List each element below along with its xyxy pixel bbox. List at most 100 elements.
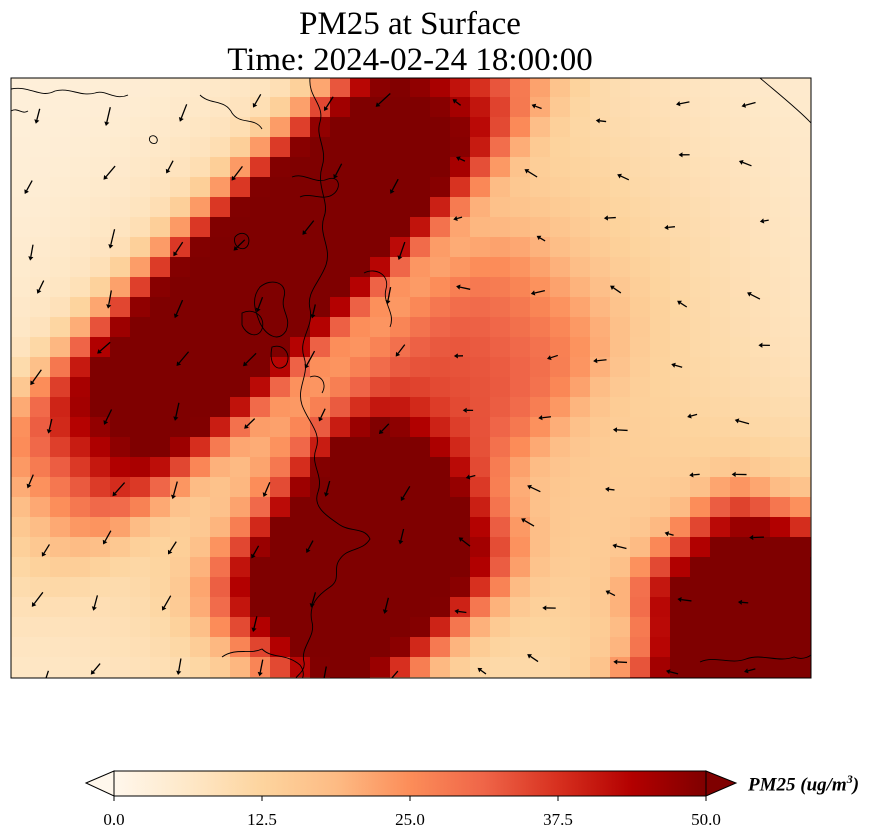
pm25-cell bbox=[710, 577, 731, 598]
pm25-cell bbox=[550, 557, 571, 578]
pm25-cell bbox=[610, 657, 631, 678]
wind-arrow-shaft bbox=[750, 293, 761, 300]
pm25-cell bbox=[670, 78, 691, 98]
pm25-cell bbox=[610, 477, 631, 498]
pm25-cell bbox=[210, 337, 231, 358]
pm25-cell bbox=[270, 617, 291, 638]
pm25-cell bbox=[230, 377, 251, 398]
pm25-cell bbox=[710, 457, 731, 478]
pm25-cell bbox=[110, 297, 131, 318]
pm25-cell bbox=[330, 78, 351, 98]
pm25-cell bbox=[790, 497, 811, 518]
pm25-cell bbox=[450, 397, 471, 418]
pm25-cell bbox=[130, 637, 151, 658]
pm25-cell bbox=[30, 297, 51, 318]
pm25-cell bbox=[770, 357, 791, 378]
pm25-cell bbox=[430, 397, 451, 418]
wind-arrow-head bbox=[454, 608, 459, 615]
pm25-cell bbox=[550, 137, 571, 158]
pm25-cell bbox=[370, 357, 391, 378]
pm25-cell bbox=[430, 437, 451, 458]
pm25-cell bbox=[610, 97, 631, 118]
pm25-cell bbox=[450, 377, 471, 398]
pm25-cell bbox=[210, 217, 231, 238]
pm25-cell bbox=[230, 457, 251, 478]
pm25-cell bbox=[390, 657, 411, 678]
pm25-cell bbox=[490, 137, 511, 158]
pm25-cell bbox=[410, 557, 431, 578]
pm25-cell bbox=[450, 597, 471, 618]
pm25-cell bbox=[130, 517, 151, 538]
pm25-cell bbox=[390, 97, 411, 118]
pm25-cell bbox=[510, 657, 531, 678]
pm25-cell bbox=[270, 597, 291, 618]
pm25-cell bbox=[230, 157, 251, 178]
pm25-cell bbox=[450, 337, 471, 358]
pm25-cell bbox=[630, 78, 651, 98]
wind-arrow-shaft bbox=[105, 165, 116, 178]
pm25-cell bbox=[110, 457, 131, 478]
pm25-cell bbox=[330, 557, 351, 578]
pm25-cell bbox=[310, 78, 331, 98]
pm25-cell bbox=[430, 477, 451, 498]
pm25-cell bbox=[50, 577, 71, 598]
wind-arrow-shaft bbox=[681, 598, 692, 602]
pm25-cell bbox=[750, 317, 771, 338]
pm25-cell bbox=[590, 137, 611, 158]
pm25-cell bbox=[90, 157, 111, 178]
wind-arrow-shaft bbox=[48, 418, 53, 430]
pm25-cell bbox=[150, 397, 171, 418]
pm25-cell bbox=[110, 177, 131, 198]
pm25-cell bbox=[330, 337, 351, 358]
pm25-cell bbox=[190, 557, 211, 578]
pm25-cell bbox=[90, 257, 111, 278]
pm25-cell bbox=[370, 197, 391, 218]
pm25-cell bbox=[50, 517, 71, 538]
pm25-cell bbox=[250, 417, 271, 438]
pm25-cell bbox=[290, 197, 311, 218]
pm25-cell bbox=[510, 577, 531, 598]
pm25-cell bbox=[730, 177, 751, 198]
pm25-cell bbox=[650, 137, 671, 158]
pm25-cell bbox=[50, 537, 71, 558]
pm25-cell bbox=[570, 497, 591, 518]
pm25-cell bbox=[230, 557, 251, 578]
pm25-cell bbox=[50, 457, 71, 478]
pm25-cell bbox=[110, 637, 131, 658]
pm25-cell bbox=[670, 617, 691, 638]
pm25-cell bbox=[11, 78, 31, 98]
pm25-cell bbox=[190, 97, 211, 118]
pm25-cell bbox=[530, 477, 551, 498]
pm25-cell bbox=[510, 217, 531, 238]
pm25-cell bbox=[470, 317, 491, 338]
pm25-cell bbox=[270, 237, 291, 258]
pm25-cell bbox=[130, 537, 151, 558]
pm25-cell bbox=[490, 117, 511, 138]
pm25-cell bbox=[370, 317, 391, 338]
wind-arrow-head bbox=[546, 355, 552, 361]
pm25-cell bbox=[11, 517, 31, 538]
pm25-cell bbox=[470, 237, 491, 258]
pm25-cell bbox=[130, 157, 151, 178]
pm25-cell bbox=[30, 537, 51, 558]
pm25-cell bbox=[350, 577, 371, 598]
pm25-cell bbox=[650, 257, 671, 278]
pm25-cell bbox=[350, 277, 371, 298]
wind-arrow-shaft bbox=[539, 237, 546, 242]
pm25-cell bbox=[750, 617, 771, 638]
wind-arrow-head bbox=[749, 534, 754, 541]
pm25-cell bbox=[490, 257, 511, 278]
pm25-cell bbox=[210, 237, 231, 258]
pm25-cell bbox=[610, 557, 631, 578]
pm25-cell bbox=[450, 457, 471, 478]
pm25-cell bbox=[230, 577, 251, 598]
pm25-cell bbox=[290, 477, 311, 498]
pm25-cell bbox=[550, 457, 571, 478]
pm25-cell bbox=[630, 597, 651, 618]
wind-arrow-shaft bbox=[28, 474, 34, 485]
pm25-cell bbox=[370, 537, 391, 558]
pm25-cell bbox=[690, 137, 711, 158]
wind-arrow-shaft bbox=[399, 241, 406, 257]
pm25-cell bbox=[690, 217, 711, 238]
pm25-cell bbox=[70, 497, 91, 518]
